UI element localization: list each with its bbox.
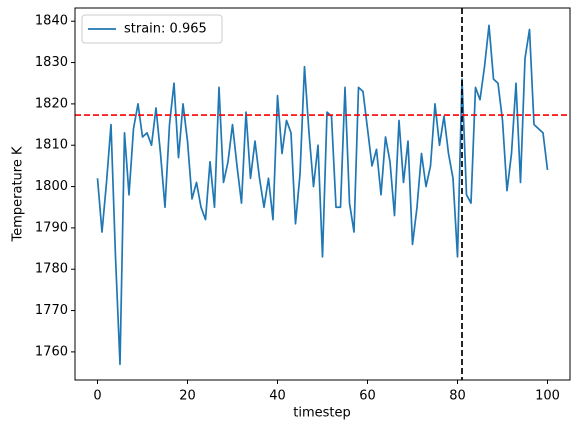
- x-tick-label: 60: [359, 389, 376, 404]
- plot-frame: [74, 7, 571, 381]
- y-tick-label: 1820: [35, 96, 68, 111]
- legend-label: strain: 0.965: [124, 22, 207, 37]
- y-tick-label: 1780: [35, 262, 68, 277]
- x-axis-label: timestep: [293, 406, 351, 421]
- y-tick-label: 1800: [35, 179, 68, 194]
- line-series: [96, 24, 549, 366]
- x-tick-label: 100: [535, 389, 560, 404]
- y-tick-label: 1840: [35, 14, 68, 29]
- x-tick-label: 0: [93, 389, 101, 404]
- y-tick-label: 1810: [35, 138, 68, 153]
- legend-box: [81, 14, 223, 44]
- y-tick-label: 1760: [35, 344, 68, 359]
- x-tick-label: 80: [449, 389, 466, 404]
- y-tick-label: 1830: [35, 55, 68, 70]
- x-tick-label: 20: [179, 389, 196, 404]
- y-tick-label: 1770: [35, 303, 68, 318]
- y-axis-label: Temperature K: [11, 146, 26, 242]
- x-tick-label: 40: [269, 389, 286, 404]
- y-tick-label: 1790: [35, 220, 68, 235]
